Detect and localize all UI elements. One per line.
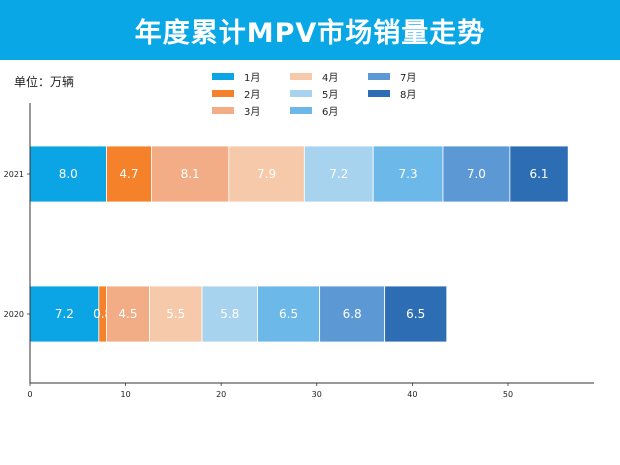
data-label-2021-7: 7.0 [467, 167, 486, 181]
legend-swatch [212, 107, 234, 114]
bar-segment-2020-3 [106, 285, 150, 343]
bar-segment-2020-1 [29, 285, 100, 343]
bar-segment-2021-2 [106, 145, 152, 203]
legend-item-1: 1月 [212, 69, 260, 84]
x-tick-label-20: 20 [216, 390, 226, 399]
x-tick-label-0: 0 [27, 390, 32, 399]
data-label-2020-8: 6.5 [406, 307, 425, 321]
legend-swatch [212, 90, 234, 97]
chart-legend: 1月 2月 3月 4月 5月 6月 7月 8月 [212, 69, 442, 119]
legend-swatch [368, 73, 390, 80]
data-label-2020-5: 5.8 [220, 307, 239, 321]
data-label-2021-2: 4.7 [119, 167, 138, 181]
legend-label: 5月 [322, 90, 339, 101]
legend-item-7: 7月 [368, 69, 416, 84]
legend-label: 6月 [322, 107, 339, 118]
legend-label: 4月 [322, 73, 339, 84]
legend-item-8: 8月 [368, 86, 416, 101]
legend-item-5: 5月 [290, 86, 338, 101]
x-tick-label-10: 10 [120, 390, 130, 399]
bar-segment-2020-6 [257, 285, 321, 343]
legend-item-3: 3月 [212, 103, 260, 118]
legend-label: 7月 [400, 73, 417, 84]
unit-label: 单位：万辆 [14, 75, 75, 89]
bar-segment-2020-7 [319, 285, 386, 343]
x-tick-label-50: 50 [503, 390, 513, 399]
bar-segment-2021-4 [228, 145, 305, 203]
bar-segment-2021-3 [151, 145, 230, 203]
data-label-2020-7: 6.8 [343, 307, 362, 321]
x-tick-label-30: 30 [312, 390, 322, 399]
legend-item-4: 4月 [290, 69, 338, 84]
data-label-2020-6: 6.5 [279, 307, 298, 321]
legend-swatch [290, 90, 312, 97]
x-tick-label-40: 40 [407, 390, 417, 399]
data-label-2021-4: 7.9 [257, 167, 276, 181]
legend-swatch [212, 73, 234, 80]
legend-label: 1月 [244, 73, 261, 84]
data-label-2021-6: 7.3 [399, 167, 418, 181]
bar-segment-2020-8 [384, 285, 448, 343]
legend-label: 2月 [244, 90, 261, 101]
legend-swatch [290, 107, 312, 114]
legend-swatch [368, 90, 390, 97]
legend-label: 8月 [400, 90, 417, 101]
y-tick-label-2020: 2020 [4, 310, 24, 319]
bar-segment-2021-5 [303, 145, 374, 203]
data-label-2020-3: 4.5 [118, 307, 137, 321]
legend-item-2: 2月 [212, 86, 260, 101]
legend-item-6: 6月 [290, 103, 338, 118]
data-label-2021-8: 6.1 [529, 167, 548, 181]
y-tick-label-2021: 2021 [4, 170, 24, 179]
bar-segment-2021-6 [372, 145, 444, 203]
data-label-2021-1: 8.0 [59, 167, 78, 181]
data-label-2020-4: 5.5 [166, 307, 185, 321]
data-label-2020-1: 7.2 [55, 307, 74, 321]
title-banner: 年度累计MPV市场销量走势 [0, 0, 620, 60]
data-label-2021-5: 7.2 [329, 167, 348, 181]
legend-label: 3月 [244, 107, 261, 118]
bar-segment-2021-8 [509, 145, 569, 203]
legend-swatch [290, 73, 312, 80]
bar-segment-2020-5 [201, 285, 258, 343]
chart-title: 年度累计MPV市场销量走势 [134, 17, 486, 49]
bar-segment-2021-1 [29, 145, 107, 203]
bar-segment-2021-7 [442, 145, 511, 203]
data-label-2021-3: 8.1 [181, 167, 200, 181]
